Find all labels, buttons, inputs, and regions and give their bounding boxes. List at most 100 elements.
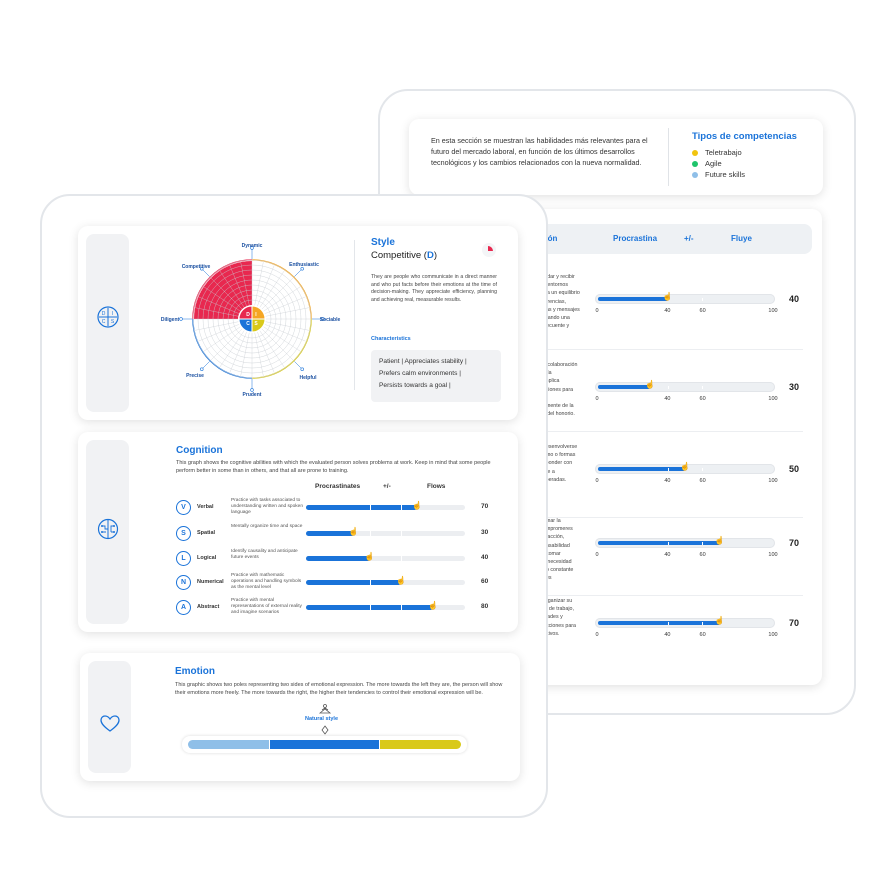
style-title: Style bbox=[371, 237, 395, 248]
scale-tick bbox=[667, 622, 669, 625]
ability-description: Practice with mathematic operations and … bbox=[231, 573, 302, 590]
wheel-spoke bbox=[257, 331, 275, 373]
label-connector bbox=[201, 361, 210, 370]
score-track: ☝ bbox=[595, 461, 775, 474]
label-dot bbox=[300, 367, 304, 371]
scale-tick bbox=[401, 505, 403, 510]
ability-fill bbox=[306, 556, 370, 561]
ability-label: Spatial bbox=[197, 530, 216, 536]
ability-fill bbox=[306, 505, 418, 510]
axis-tick-label: 40 bbox=[664, 396, 671, 402]
axis-tick-label: 40 bbox=[664, 308, 671, 314]
table-header: ción Procrastina +/- Fluye bbox=[529, 224, 812, 254]
ability-description: Mentally organize time and space bbox=[231, 524, 303, 529]
skills-info-card: En esta sección se muestran las habilida… bbox=[409, 119, 823, 195]
label-dot bbox=[300, 267, 304, 271]
axis-tick-label: 0 bbox=[595, 396, 599, 402]
characteristics-line: Patient | Appreciates stability | bbox=[379, 358, 467, 365]
disc-icon: D I C S bbox=[97, 306, 119, 328]
ability-score: 80 bbox=[481, 603, 489, 610]
legend-dot-icon bbox=[692, 171, 698, 178]
emotion-spectrum-bar bbox=[182, 736, 467, 753]
axis-tick-label: 0 bbox=[595, 308, 599, 314]
axis-tick-label: 100 bbox=[768, 632, 778, 638]
ability-track: ☝ bbox=[306, 501, 465, 510]
header-flows: Flows bbox=[427, 483, 446, 490]
score-fill bbox=[598, 385, 651, 389]
characteristics-line: Prefers calm environments | bbox=[379, 370, 461, 377]
characteristics-line: Persists towards a goal | bbox=[379, 382, 451, 389]
emotion-title: Emotion bbox=[175, 666, 215, 677]
ability-fill bbox=[306, 580, 402, 585]
scale-tick bbox=[401, 605, 403, 610]
quadrant-letter: I bbox=[255, 312, 257, 318]
style-card: D I C S D I C S Dynamic Enthusiastic Sociable H… bbox=[78, 226, 518, 420]
cognition-row-spatial: S Spatial Mentally organize time and space… bbox=[176, 524, 506, 546]
ability-description: Practice with mental representations of … bbox=[231, 598, 302, 615]
score-fill bbox=[598, 541, 720, 545]
label-connector bbox=[201, 268, 210, 277]
ability-letter-badge: L bbox=[176, 551, 191, 566]
header-procrastina: Procrastina bbox=[613, 234, 658, 243]
axis-tick-label: 0 bbox=[595, 632, 599, 638]
scale-tick bbox=[369, 580, 371, 585]
wheel-spoke bbox=[265, 307, 309, 317]
scale-tick bbox=[667, 298, 669, 301]
meditation-icon bbox=[319, 704, 331, 714]
cognition-card: Cognition This graph shows the cognitive… bbox=[78, 432, 518, 632]
score-fill bbox=[598, 621, 720, 625]
axis-tick-label: 100 bbox=[768, 478, 778, 484]
axis-tick-label: 100 bbox=[768, 552, 778, 558]
wheel-spoke bbox=[210, 277, 243, 310]
scale-tick bbox=[702, 542, 704, 545]
style-type: Competitive (D) bbox=[371, 250, 438, 261]
header-fluye: Fluye bbox=[731, 234, 752, 243]
row-axis: 0 40 60 100 bbox=[595, 478, 777, 486]
competency-table-card: ción Procrastina +/- Fluye s dar y recib… bbox=[529, 209, 822, 685]
ability-letter-badge: N bbox=[176, 575, 191, 590]
legend-dot-icon bbox=[692, 160, 698, 167]
score-fill bbox=[598, 467, 685, 471]
wheel-trait-label: Sociable bbox=[320, 317, 341, 323]
ability-description: Practice with tasks associated to unders… bbox=[231, 498, 304, 515]
wheel-trait-label: Helpful bbox=[300, 375, 318, 381]
cognition-sidebar bbox=[86, 440, 129, 624]
row-separator bbox=[543, 431, 803, 432]
pointer-cursor-icon: ☝ bbox=[680, 461, 690, 471]
ability-track: ☝ bbox=[306, 552, 465, 561]
cognition-row-numerical: N Numerical Practice with mathematic opera… bbox=[176, 573, 506, 595]
row-score: 30 bbox=[789, 382, 800, 392]
wheel-spoke bbox=[240, 332, 250, 376]
label-connector bbox=[294, 268, 303, 277]
ability-label: Logical bbox=[197, 555, 217, 561]
header-procrastinates: Procrastinates bbox=[315, 483, 361, 490]
svg-text:C: C bbox=[102, 319, 106, 325]
axis-tick-label: 40 bbox=[664, 632, 671, 638]
ability-letter-badge: S bbox=[176, 526, 191, 541]
ability-score: 70 bbox=[481, 503, 489, 510]
ability-letter-badge: V bbox=[176, 500, 191, 515]
wheel-spoke bbox=[240, 262, 250, 306]
svg-text:D: D bbox=[102, 311, 106, 317]
skills-info-text: En esta sección se muestran las habilida… bbox=[431, 136, 648, 167]
legend-item-future-skills: Future skills bbox=[692, 170, 745, 179]
axis-tick-label: 60 bbox=[699, 478, 706, 484]
ability-label: Numerical bbox=[197, 579, 224, 585]
axis-tick-label: 40 bbox=[664, 552, 671, 558]
scale-tick bbox=[702, 386, 704, 389]
scale-tick bbox=[702, 298, 704, 301]
wheel-spoke bbox=[257, 265, 275, 307]
wheel-spoke bbox=[254, 332, 264, 376]
axis-tick-label: 40 bbox=[664, 478, 671, 484]
svg-text:I: I bbox=[112, 311, 113, 317]
wheel-spoke bbox=[259, 330, 285, 368]
scale-tick bbox=[667, 386, 669, 389]
pointer-cursor-icon: ☝ bbox=[364, 551, 375, 561]
label-dot bbox=[179, 317, 183, 321]
pointer-cursor-icon: ☝ bbox=[428, 600, 439, 610]
label-dot bbox=[200, 367, 204, 371]
pointer-cursor-icon: ☝ bbox=[396, 575, 407, 585]
wheel-spoke bbox=[229, 265, 247, 307]
row-separator bbox=[543, 595, 803, 596]
